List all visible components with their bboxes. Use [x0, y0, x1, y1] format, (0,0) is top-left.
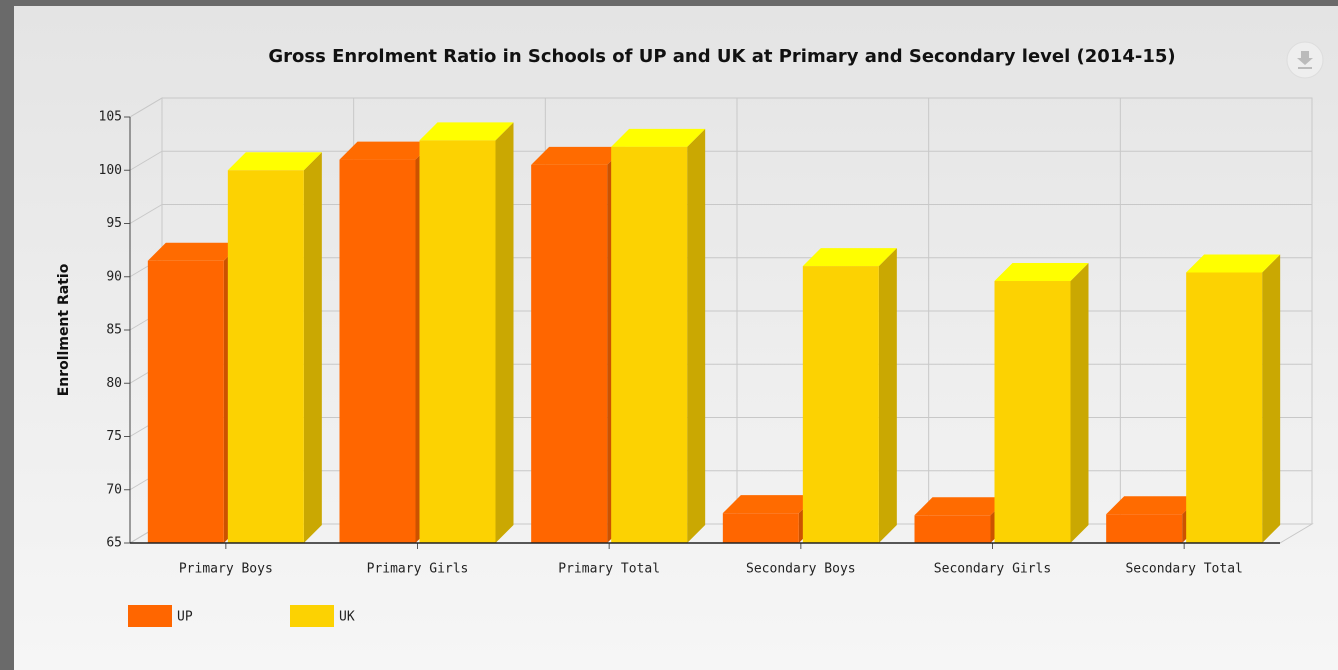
bar [914, 515, 991, 543]
download-button[interactable] [1286, 41, 1324, 79]
bar-side [1070, 263, 1089, 543]
bar-top [227, 152, 322, 171]
x-tick-label: Primary Boys [179, 562, 273, 577]
bar-top [914, 497, 1009, 516]
bar [1106, 514, 1183, 543]
bar [339, 159, 416, 543]
legend-label: UP [177, 610, 193, 625]
x-tick-label: Primary Girls [367, 562, 469, 577]
chart-title: Gross Enrolment Ratio in Schools of UP a… [268, 46, 1175, 67]
bar-side [687, 128, 706, 543]
bar [802, 266, 879, 543]
bar [994, 281, 1071, 543]
y-axis-label: Enrollment Ratio [56, 263, 72, 396]
y-tick-label: 75 [106, 429, 122, 444]
legend-swatch [290, 605, 334, 627]
bar [722, 513, 799, 543]
bar-top [611, 128, 706, 147]
grid-line-depth [129, 150, 163, 171]
bar-top [147, 242, 242, 261]
grid-line-depth [129, 204, 163, 224]
bar-top [531, 146, 626, 165]
bar-top [802, 248, 897, 267]
y-tick-label: 65 [106, 536, 122, 551]
bar [1186, 272, 1263, 543]
bar-side [495, 122, 514, 544]
y-tick-label: 105 [99, 110, 122, 125]
plot-area: 65 70 75 80 85 90 95 100 105 Primary Boys Primary … [99, 97, 1314, 627]
y-tick-label: 70 [106, 482, 122, 497]
x-tick-label: Secondary Boys [746, 562, 856, 577]
bar-side [1262, 254, 1281, 544]
bar [531, 164, 608, 544]
bar [419, 140, 496, 543]
bar-top [994, 263, 1089, 282]
y-tick-label: 90 [106, 269, 122, 284]
y-tick-label: 85 [106, 323, 122, 338]
bar-side [303, 152, 322, 543]
bar [611, 146, 688, 543]
bar [227, 170, 304, 543]
x-tick-label: Secondary Total [1125, 562, 1242, 577]
bar [147, 260, 224, 543]
y-tick-label: 95 [106, 216, 122, 231]
legend-swatch [128, 605, 172, 627]
bar-top [722, 495, 817, 514]
bar-top [1186, 254, 1281, 273]
x-tick-label: Secondary Girls [934, 562, 1051, 577]
bar-side [878, 248, 897, 543]
bar-top [419, 122, 514, 141]
y-tick-label: 80 [106, 376, 122, 391]
bar-top [1106, 496, 1201, 515]
grid-line-depth [129, 97, 163, 118]
legend-label: UK [339, 610, 355, 625]
y-tick-label: 100 [99, 163, 122, 178]
bar-top [339, 141, 434, 160]
x-tick-label: Primary Total [558, 562, 660, 577]
